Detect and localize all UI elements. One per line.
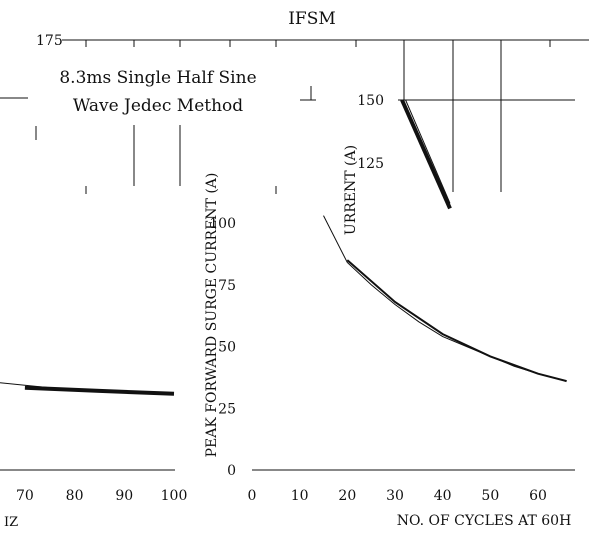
right-x-tick-20: 20 bbox=[338, 488, 356, 504]
left-series bbox=[0, 382, 175, 396]
left-x-tick-90: 90 bbox=[115, 488, 133, 504]
right-y-tick-50: 50 bbox=[218, 340, 236, 356]
right-y-tick-0: 0 bbox=[227, 463, 236, 479]
y-axis-label: PEAK FORWARD SURGE CURRENT (A) bbox=[204, 173, 220, 458]
left-x-tick-70: 70 bbox=[16, 488, 34, 504]
inset-y-tick-150: 150 bbox=[357, 93, 384, 109]
right-y-tick-labels: 0 25 50 75 100 bbox=[209, 216, 236, 479]
right-y-tick-100: 100 bbox=[209, 216, 236, 232]
right-x-tick-30: 30 bbox=[386, 488, 404, 504]
inset-series bbox=[400, 99, 452, 210]
left-x-tick-80: 80 bbox=[66, 488, 84, 504]
right-series bbox=[323, 215, 567, 383]
right-x-tick-0: 0 bbox=[248, 488, 257, 504]
right-y-tick-25: 25 bbox=[218, 401, 236, 417]
right-x-tick-labels: 0 10 20 30 40 50 60 bbox=[248, 488, 547, 504]
inset-panel: 125 150 bbox=[357, 40, 575, 210]
right-series-line-1 bbox=[346, 259, 567, 383]
inset-y-tick-125: 125 bbox=[357, 156, 384, 172]
chart-title: IFSM bbox=[288, 9, 336, 29]
note-box bbox=[34, 64, 282, 124]
left-x-tick-100: 100 bbox=[161, 488, 188, 504]
right-y-tick-75: 75 bbox=[218, 278, 236, 294]
left-footer-label: IZ bbox=[4, 515, 18, 530]
inset-series-line-0 bbox=[400, 99, 452, 210]
right-x-tick-60: 60 bbox=[529, 488, 547, 504]
y-axis-label-fragment: URRENT (A) bbox=[343, 145, 359, 235]
inset-series-line-1 bbox=[405, 99, 451, 204]
inset-y-tick-labels: 125 150 bbox=[357, 93, 384, 172]
right-x-tick-10: 10 bbox=[291, 488, 309, 504]
left-y-max-label: 175 bbox=[36, 33, 63, 49]
left-panel-fragments bbox=[0, 86, 316, 194]
left-x-tick-labels: 70 80 90 100 bbox=[16, 488, 187, 504]
right-x-tick-40: 40 bbox=[434, 488, 452, 504]
note-line-2: Wave Jedec Method bbox=[73, 96, 243, 116]
right-x-tick-50: 50 bbox=[481, 488, 499, 504]
x-axis-label: NO. OF CYCLES AT 60H bbox=[397, 513, 572, 529]
note-line-1: 8.3ms Single Half Sine bbox=[59, 68, 256, 88]
left-series-line-1 bbox=[24, 385, 175, 396]
